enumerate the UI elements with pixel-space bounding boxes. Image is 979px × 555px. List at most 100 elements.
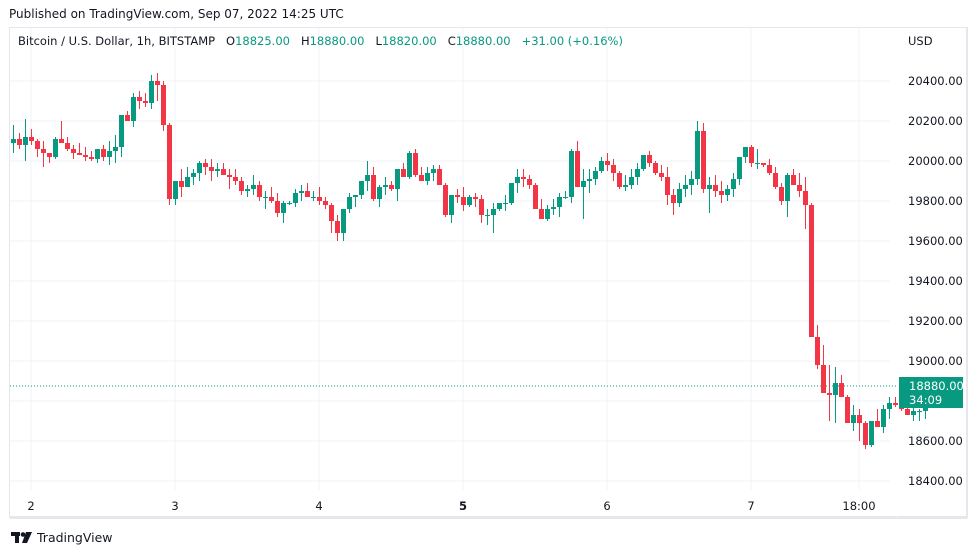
candle-body xyxy=(659,173,664,177)
price-tick-label: 19000.00 xyxy=(908,354,963,368)
candle-body xyxy=(353,195,358,197)
candle-body xyxy=(11,139,16,143)
time-tick-label: 18:00 xyxy=(842,499,876,513)
candle-body xyxy=(491,209,496,215)
candle-body xyxy=(161,85,166,125)
candle-body xyxy=(533,185,538,209)
candle-body xyxy=(101,149,106,157)
candle-body xyxy=(191,173,196,177)
time-tick-label: 5 xyxy=(458,499,468,513)
candle-body xyxy=(917,411,922,412)
symbol-title[interactable]: Bitcoin / U.S. Dollar, 1h, BITSTAMP xyxy=(18,34,216,48)
change-value: +31.00 (+0.16%) xyxy=(521,34,623,48)
candle-body xyxy=(689,179,694,185)
candle-body xyxy=(581,181,586,187)
candle-body xyxy=(131,97,136,121)
candle-body xyxy=(239,181,244,191)
candle-body xyxy=(401,169,406,177)
candle-body xyxy=(209,167,214,171)
candle-body xyxy=(407,153,412,177)
low-value: 18820.00 xyxy=(381,34,437,48)
close-label: C xyxy=(447,34,456,48)
candle-body xyxy=(515,177,520,183)
candle-body xyxy=(509,183,514,203)
candle-body xyxy=(605,161,610,165)
candle-body xyxy=(875,421,880,427)
candle-body xyxy=(485,215,490,216)
candle-body xyxy=(869,421,874,445)
candle-body xyxy=(593,171,598,179)
candle-body xyxy=(773,173,778,187)
candle-body xyxy=(713,185,718,191)
candle-body xyxy=(527,179,532,185)
candle-body xyxy=(29,137,34,141)
candle-body xyxy=(545,209,550,219)
candle-body xyxy=(809,205,814,337)
grid-lines xyxy=(10,28,967,519)
candle-body xyxy=(317,197,322,201)
candle-body xyxy=(695,131,700,179)
candle-body xyxy=(269,197,274,201)
last-price-tag: 18880.00 34:09 xyxy=(899,377,964,408)
price-tick-label: 18400.00 xyxy=(908,474,963,488)
candle-body xyxy=(833,383,838,395)
candle-body xyxy=(893,403,898,405)
price-tick-label: 19200.00 xyxy=(908,314,963,328)
time-tick-label: 4 xyxy=(315,499,323,513)
candle-body xyxy=(671,195,676,203)
candle-body xyxy=(677,189,682,203)
candle-body xyxy=(23,137,28,145)
candle-body xyxy=(473,197,478,199)
candle-body xyxy=(245,189,250,191)
candle-body xyxy=(95,149,100,159)
candle-body xyxy=(155,81,160,85)
candle-body xyxy=(575,151,580,187)
candle-body xyxy=(197,163,202,173)
price-tick-label: 19400.00 xyxy=(908,274,963,288)
candle-body xyxy=(755,163,760,164)
candle-body xyxy=(233,177,238,181)
candle-body xyxy=(443,185,448,215)
candle-body xyxy=(599,161,604,171)
candle-body xyxy=(107,151,112,157)
candle-body xyxy=(497,203,502,209)
candle-body xyxy=(287,203,292,204)
candle-body xyxy=(797,185,802,191)
currency-label: USD xyxy=(908,34,933,48)
bar-countdown: 34:09 xyxy=(909,393,943,407)
candle-body xyxy=(323,201,328,205)
candle-body xyxy=(737,157,742,179)
candle-body xyxy=(347,197,352,209)
candle-body xyxy=(83,155,88,157)
candle-body xyxy=(89,157,94,159)
candle-body xyxy=(215,169,220,171)
candle-body xyxy=(275,201,280,213)
candle-body xyxy=(551,207,556,209)
candle-body xyxy=(437,169,442,185)
tradingview-logo[interactable]: TradingView xyxy=(11,530,113,545)
candle-body xyxy=(389,185,394,189)
candle-body xyxy=(647,155,652,163)
candle-body xyxy=(413,153,418,175)
candle-body xyxy=(41,149,46,153)
open-value: 18825.00 xyxy=(235,34,290,48)
candle-body xyxy=(563,197,568,198)
candle-body xyxy=(173,181,178,199)
candle-body xyxy=(815,337,820,365)
candle-body xyxy=(119,115,124,147)
candle-body xyxy=(743,147,748,157)
candle-body xyxy=(767,165,772,173)
candle-body xyxy=(803,191,808,205)
candle-body xyxy=(557,197,562,207)
candle-body xyxy=(629,177,634,185)
price-tick-label: 19800.00 xyxy=(908,194,963,208)
price-tick-label: 20200.00 xyxy=(908,114,963,128)
candle-body xyxy=(257,185,262,197)
candle-body xyxy=(863,423,868,445)
brand-name: TradingView xyxy=(37,530,113,545)
candle-body xyxy=(305,191,310,197)
candle-body xyxy=(749,147,754,163)
candle-body xyxy=(503,203,508,204)
candle-body xyxy=(35,141,40,149)
